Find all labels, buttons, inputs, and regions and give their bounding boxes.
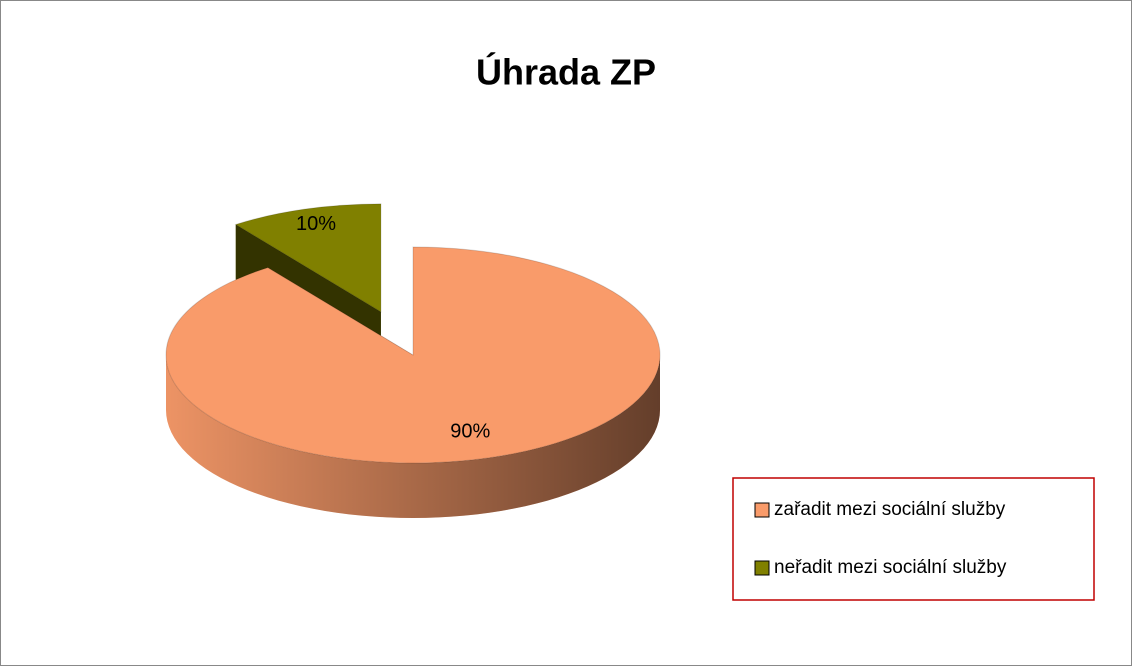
legend-swatch xyxy=(754,560,770,576)
legend-label: zařadit mezi sociální služby xyxy=(774,499,1006,520)
slice-wall-shade xyxy=(166,355,660,518)
legend-box xyxy=(732,477,1095,601)
chart-title: Úhrada ZP xyxy=(476,51,656,93)
value-label: 90% xyxy=(450,420,490,442)
value-label: 10% xyxy=(296,213,336,235)
legend-label: neřadit mezi sociální služby xyxy=(774,557,1007,578)
legend-swatch xyxy=(754,502,770,518)
slice xyxy=(165,246,661,464)
slice xyxy=(234,203,382,313)
